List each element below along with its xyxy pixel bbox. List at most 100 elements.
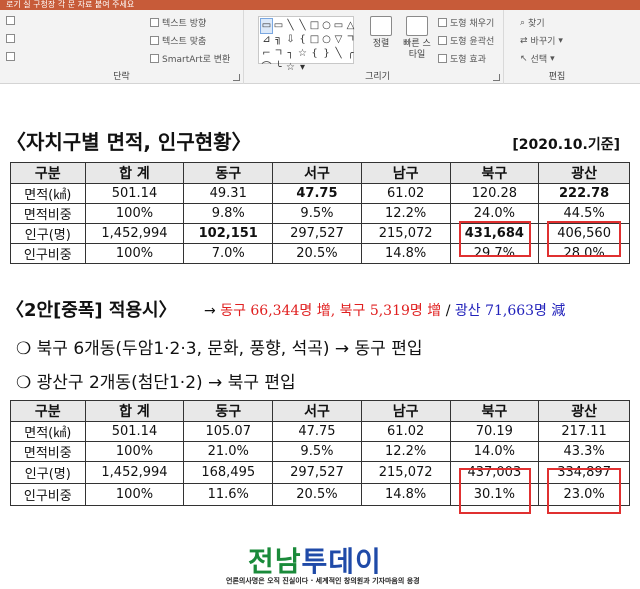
shape-option[interactable]: ㄱ [345,34,356,45]
row-label: 인구(명) [10,223,86,244]
smartart-button[interactable]: SmartArt로 변환 [150,52,230,65]
plan-decrease-text: 광산 71,663명 減 [454,303,566,319]
shape-effects-label: 도형 효과 [450,55,486,65]
column-header: 서구 [272,400,362,422]
shape-option[interactable]: ⌐ [262,48,271,59]
table-cell: 9.8% [183,203,274,224]
shape-option[interactable]: □ [309,34,320,45]
highlight-box [459,221,531,257]
chevron-down-icon: ▾ [550,53,555,64]
table-cell: 100% [84,203,185,224]
table-cell: 100% [84,483,185,506]
shape-option[interactable]: ╲ [287,20,294,31]
shape-option[interactable]: ╰ [275,62,282,73]
logo-part2: 투데이 [301,545,382,578]
table-cell: 120.28 [449,183,540,204]
align-button[interactable] [6,34,15,43]
shape-option[interactable]: ▽ [334,34,343,45]
shape-option[interactable]: ㄱ [273,48,284,59]
select-button[interactable]: ↖ 선택 ▾ [520,52,555,66]
shape-option[interactable]: ☆ [298,48,307,59]
plan-change-note: → 동구 66,344명 增, 북구 5,319명 增 / 광산 71,663명… [204,300,565,320]
plan-title: 〈2안[중폭] 적용시〉 [6,300,177,321]
shape-option[interactable]: ▭ [260,18,273,34]
table-cell: 1,452,994 [84,223,185,244]
ribbon-group-editing: ⌕ 찾기 ⇄ 바꾸기 ▾ ↖ 선택 ▾ 편집 [512,10,602,84]
quick-styles-button[interactable]: 빠른 스타일 [400,16,434,61]
table-cell: 217.11 [538,421,630,442]
logo-part1: 전남 [248,545,302,578]
shape-option[interactable]: ⌒ [261,62,272,73]
shape-option[interactable]: ▾ [299,62,306,73]
row-label: 인구(명) [10,461,86,484]
highlight-box [459,468,531,514]
table-cell: 11.6% [183,483,274,506]
logo: 전남투데이 [248,540,382,580]
text-direction-button[interactable]: 텍스트 방향 [150,16,206,29]
shape-option[interactable]: ⊿ [262,34,271,45]
paint-bucket-icon [438,18,447,27]
table-cell: 20.5% [272,243,362,264]
shape-option[interactable]: ╗ [275,34,282,45]
text-align-button[interactable]: 텍스트 맞춤 [150,34,206,47]
shape-option[interactable]: ☆ [286,62,295,73]
column-header: 남구 [360,400,451,422]
logo-slogan: 언론의사명은 오직 진실이다 · 세계적인 창의원과 기자마음의 응경 [226,577,420,585]
find-icon: ⌕ [520,17,526,28]
table-cell: 47.75 [272,421,362,442]
plan-arrow: → [204,303,216,319]
text-align-label: 텍스트 맞춤 [162,37,207,47]
shape-option[interactable]: □ [309,20,320,31]
table-cell: 20.5% [272,483,362,506]
shape-option[interactable]: ┐ [287,48,294,59]
column-header: 합 계 [84,400,185,422]
shape-option[interactable]: { [299,34,306,45]
shape-option[interactable]: ╭ [347,48,354,59]
shape-option[interactable]: ▭ [273,20,284,31]
column-header: 북구 [449,400,540,422]
ribbon: 텍스트 방향 텍스트 맞춤 SmartArt로 변환 단락 ▭ ▭ ╲ ╲ □ ○ ▭ △ ⊿ ╗… [0,10,640,84]
shape-option[interactable]: ▭ [333,20,344,31]
paragraph-launcher-icon[interactable] [233,74,240,81]
find-button[interactable]: ⌕ 찾기 [520,16,545,30]
highlight-box [547,221,621,257]
table-row: 인구(명) 1,452,994 168,495 297,527 215,072 437,0… [10,461,630,484]
shape-outline-button[interactable]: 도형 윤곽선 [438,34,494,47]
columns-button[interactable] [6,52,15,61]
drawing-group-label: 그리기 [365,72,390,82]
replace-button[interactable]: ⇄ 바꾸기 ▾ [520,34,563,48]
bullets-button[interactable] [6,16,15,25]
table-cell: 105.07 [183,421,274,442]
shape-option[interactable]: { [311,48,318,59]
table-cell: 501.14 [84,183,185,204]
population-table-plan2: 구분 합 계 동구 서구 남구 북구 광산 면적(㎢) 501.14 105.07 47.75 61.… [10,400,630,506]
drawing-launcher-icon[interactable] [493,74,500,81]
shape-option[interactable]: ╲ [335,48,342,59]
shapes-gallery[interactable]: ▭ ▭ ╲ ╲ □ ○ ▭ △ ⊿ ╗ ⇩{□ ○ ▽ ㄱ ⌐ ㄱ ┐ ☆{} ╲ ╭ ⌒ ╰ ☆ ▾ [258,16,356,73]
row-label: 인구비중 [10,243,86,264]
smartart-label: SmartArt로 변환 [162,55,231,65]
table-cell: 7.0% [183,243,274,264]
table-cell: 49.31 [183,183,274,204]
column-header: 서구 [272,162,362,184]
shape-effects-button[interactable]: 도형 효과 [438,52,486,65]
shape-option[interactable]: } [323,48,330,59]
shape-fill-button[interactable]: 도형 채우기 [438,16,494,29]
table-cell: 43.3% [538,441,630,462]
bullet-gwangsan-transfer: ❍ 광산구 2개동(첨단1·2) → 북구 편입 [16,373,296,393]
table-cell: 9.5% [272,203,362,224]
shape-option[interactable]: ╲ [299,20,306,31]
text-direction-icon [150,18,159,27]
shape-option[interactable]: ⇩ [286,34,295,45]
shape-option[interactable]: △ [346,20,355,31]
table-cell: 14.8% [360,243,451,264]
slide-canvas[interactable]: 〈자치구별 면적, 인구현황〉 [2020.10.기준] 구분 합 계 동구 서구 남구… [0,96,640,589]
arrange-button[interactable]: 정렬 [364,16,398,50]
shape-option[interactable]: ○ [322,20,331,31]
arrange-label: 정렬 [372,39,390,49]
shape-option[interactable]: ○ [322,34,331,45]
highlight-box [547,468,621,514]
smartart-icon [150,54,159,63]
columns-icon [6,52,15,61]
table-cell: 1,452,994 [84,461,185,484]
